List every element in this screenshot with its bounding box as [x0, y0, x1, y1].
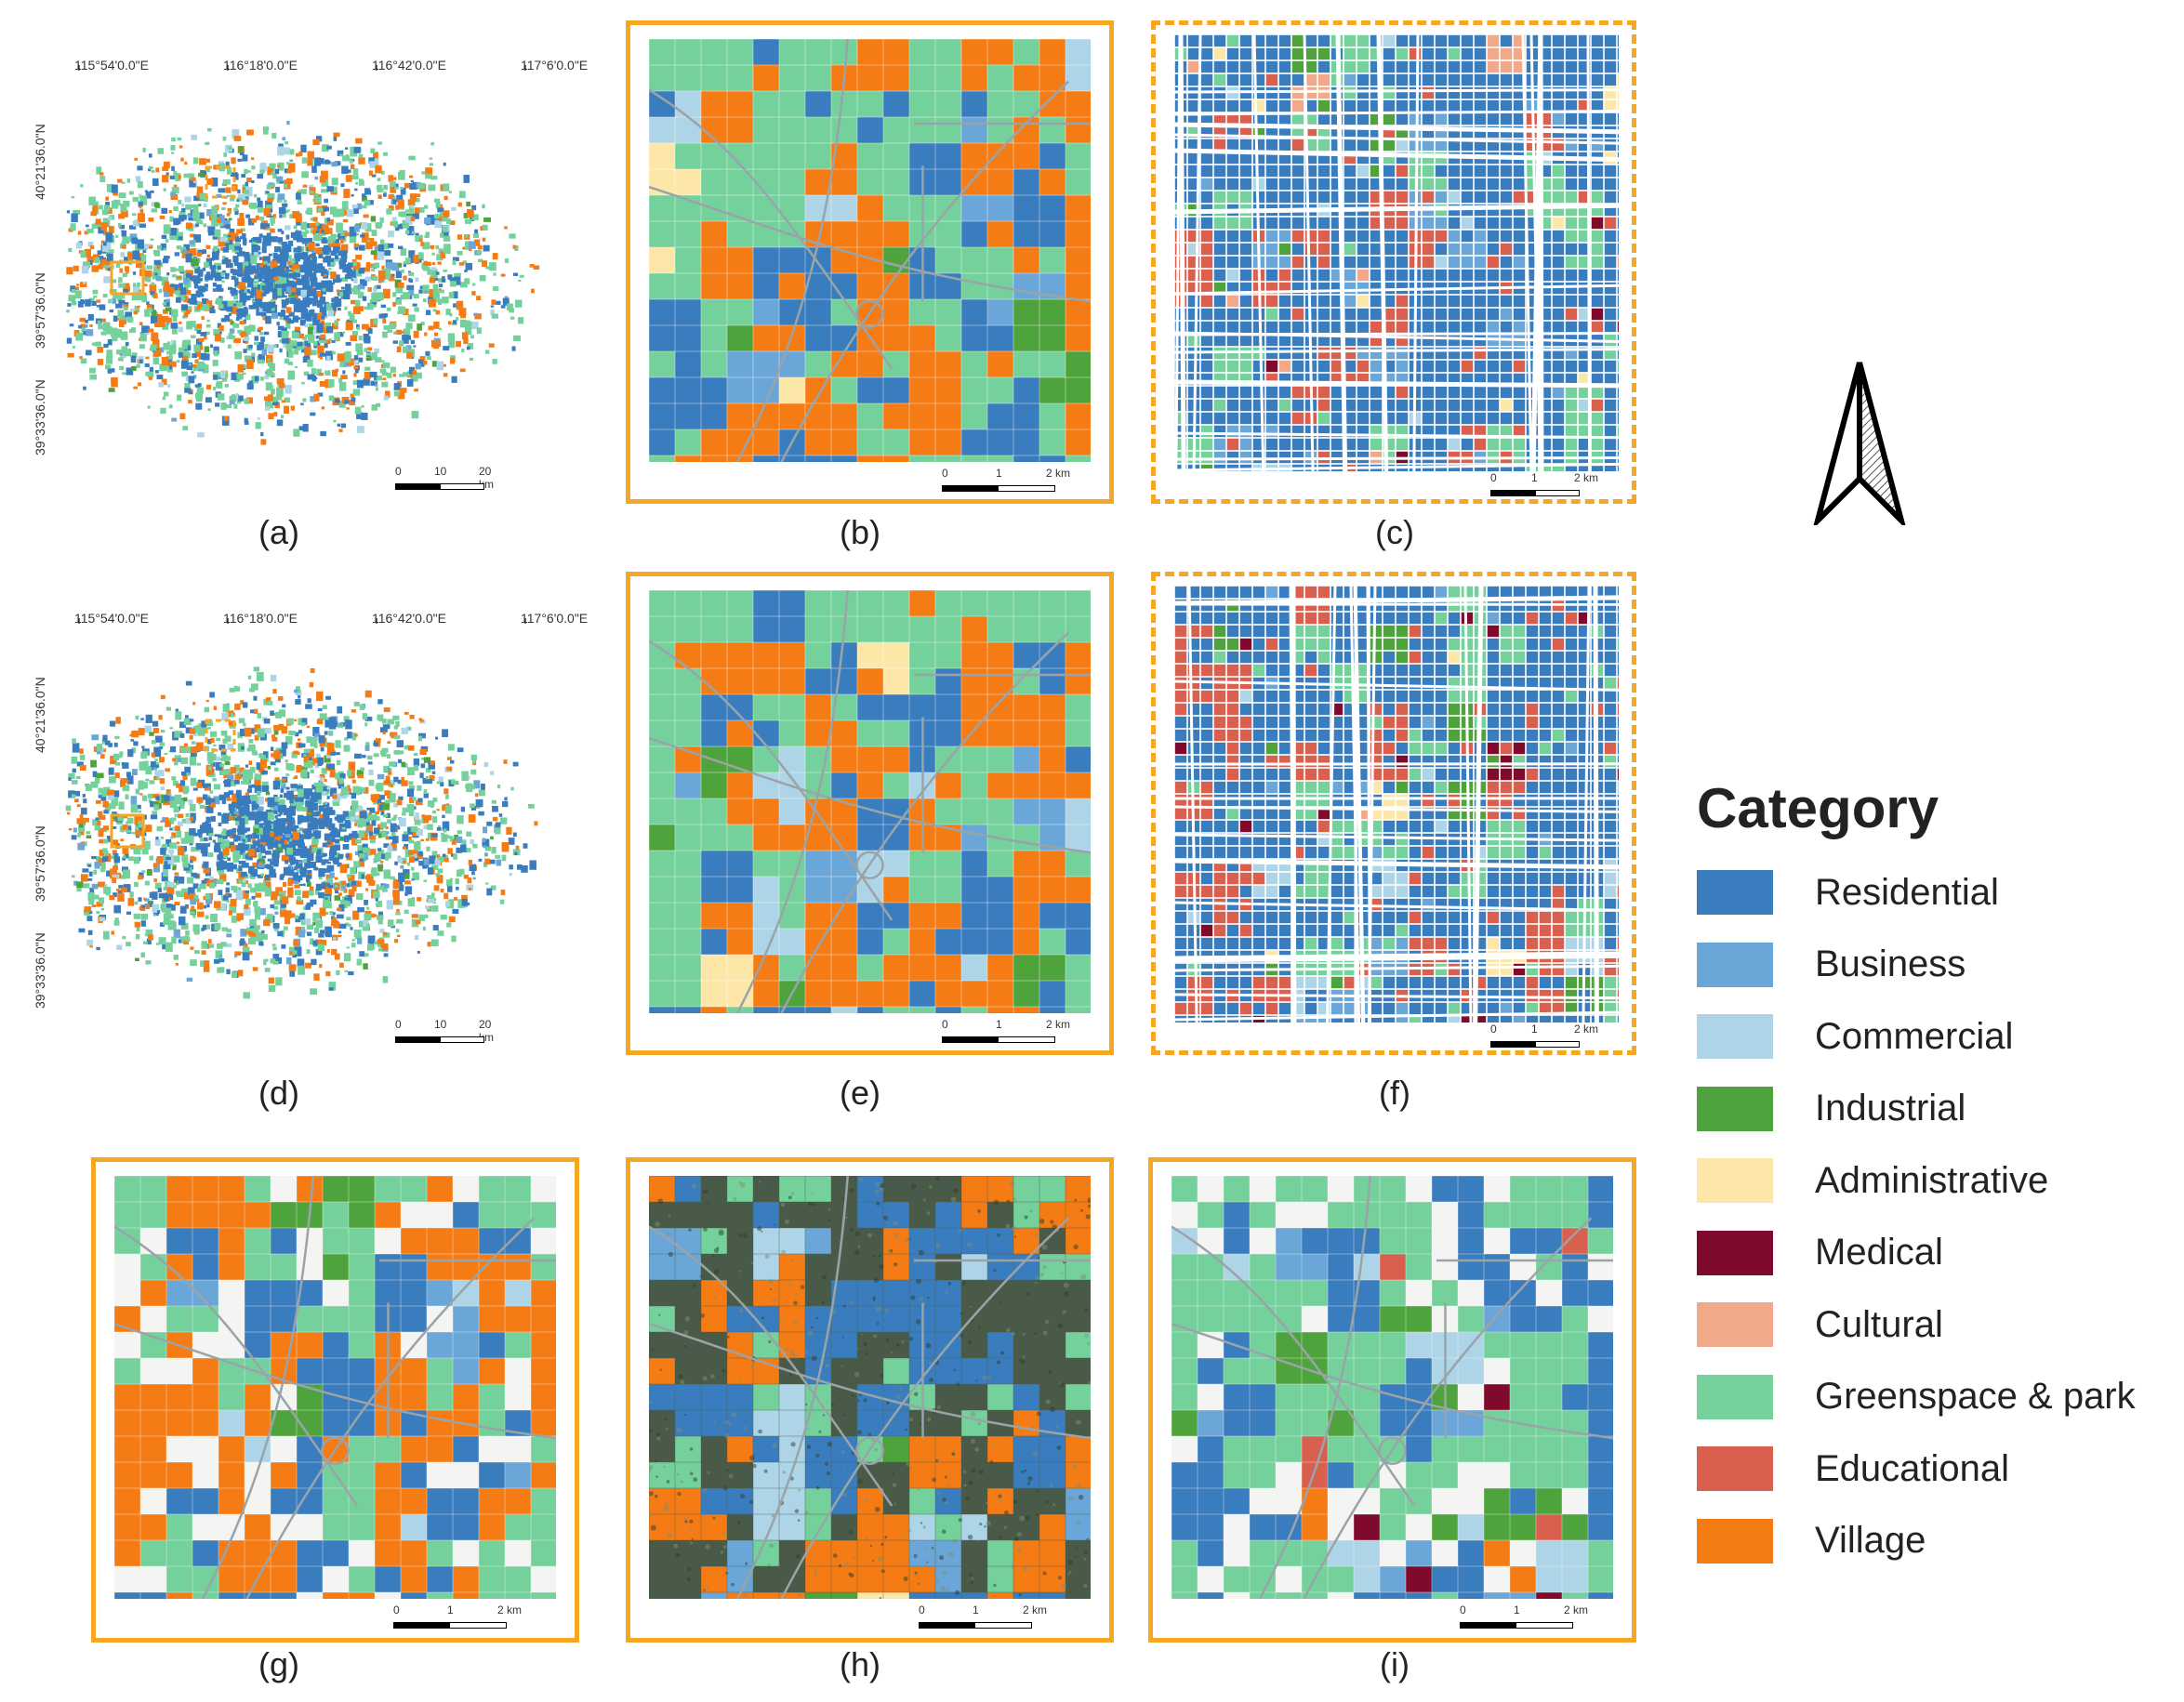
panel-caption: (e) [840, 1074, 880, 1112]
legend-label: Village [1815, 1520, 1926, 1561]
scale-bar: 0 1 2 km [1460, 1603, 1590, 1641]
panel-d: 115°54'0.0"E 116°18'0.0"E 116°42'0.0"E 1… [28, 590, 623, 1064]
scale-bar: 0 1 2 km [919, 1603, 1049, 1641]
legend-label: Business [1815, 943, 1966, 984]
lat-label: 39°57'36.0"N [33, 825, 47, 902]
legend-swatch [1697, 942, 1773, 987]
legend-label: Residential [1815, 871, 1999, 913]
scale-bar: 0 1 2 km [1490, 1023, 1611, 1060]
overview-map-a [66, 65, 540, 445]
lat-label: 40°21'36.0"N [33, 677, 47, 753]
lon-label: 115°54'0.0"E [74, 58, 149, 73]
legend-swatch [1697, 870, 1773, 915]
panel-b: 0 1 2 km [626, 20, 1114, 504]
legend-item: Industrial [1697, 1086, 1966, 1132]
legend-swatch [1697, 1014, 1773, 1059]
lon-label: 117°6'0.0"E [521, 611, 589, 626]
legend-swatch [1697, 1158, 1773, 1203]
legend-title: Category [1697, 777, 1939, 839]
lon-label: 115°54'0.0"E [74, 611, 149, 626]
zoom-map-b [649, 39, 1091, 462]
legend-swatch [1697, 1086, 1773, 1131]
overview-map-d [65, 618, 538, 999]
legend-swatch [1697, 1230, 1773, 1275]
legend-item: Village [1697, 1518, 1926, 1564]
legend-item: Cultural [1697, 1301, 1943, 1348]
lat-label: 39°57'36.0"N [33, 272, 47, 349]
legend-item: Administrative [1697, 1157, 2048, 1204]
lon-label: 116°18'0.0"E [223, 58, 298, 73]
panel-caption: (b) [840, 513, 880, 551]
legend-label: Administrative [1815, 1159, 2049, 1201]
lon-label: 116°18'0.0"E [223, 611, 298, 626]
lat-label: 39°33'36.0"N [33, 932, 47, 1009]
lon-label: 116°42'0.0"E [372, 611, 446, 626]
zoom-map-c [1174, 34, 1619, 471]
legend-label: Industrial [1815, 1088, 1966, 1128]
legend-item: Residential [1697, 869, 1999, 916]
panel-h: 0 1 2 km [626, 1157, 1114, 1643]
legend-item: Greenspace & park [1697, 1374, 2136, 1420]
scale-bar: 0 1 2 km [393, 1603, 523, 1641]
panel-caption: (i) [1380, 1645, 1410, 1683]
legend-label: Commercial [1815, 1015, 2014, 1057]
panel-caption: (h) [840, 1645, 880, 1683]
lon-label: 116°42'0.0"E [372, 58, 446, 73]
zoom-map-g [114, 1176, 556, 1599]
panel-caption: (d) [258, 1074, 299, 1112]
scale-bar: 0 10 20 km [395, 465, 494, 491]
legend-label: Cultural [1815, 1303, 1943, 1345]
lon-label: 117°6'0.0"E [521, 58, 589, 73]
scale-bar: 0 1 2 km [1490, 471, 1611, 508]
legend-swatch [1697, 1302, 1773, 1347]
legend-label: Educational [1815, 1447, 2010, 1489]
panel-caption: (g) [258, 1645, 299, 1683]
panel-caption: (f) [1379, 1074, 1410, 1112]
panel-caption: (c) [1375, 513, 1414, 551]
north-arrow-icon [1813, 362, 1906, 525]
legend-item: Educational [1697, 1445, 2009, 1492]
panel-c: 0 1 2 km [1151, 20, 1636, 504]
legend-label: Greenspace & park [1815, 1376, 2136, 1417]
legend-swatch [1697, 1374, 1773, 1419]
scale-bar: 0 1 2 km [942, 1018, 1072, 1055]
panel-g: 0 1 2 km [91, 1157, 579, 1643]
panel-f: 0 1 2 km [1151, 572, 1636, 1055]
zoom-map-f [1174, 586, 1619, 1023]
lat-label: 40°21'36.0"N [33, 124, 47, 200]
scale-bar: 0 10 20 km [395, 1018, 494, 1044]
legend-label: Medical [1815, 1232, 1943, 1273]
legend-swatch [1697, 1446, 1773, 1491]
panel-caption: (a) [258, 513, 299, 551]
legend-item: Medical [1697, 1230, 1943, 1276]
zoom-map-i [1171, 1176, 1613, 1599]
legend-item: Commercial [1697, 1013, 2013, 1060]
panel-i: 0 1 2 km [1148, 1157, 1636, 1643]
panel-a: 115°54'0.0"E 116°18'0.0"E 116°42'0.0"E 1… [28, 37, 623, 511]
zoom-map-e [649, 590, 1091, 1013]
legend-item: Business [1697, 942, 1966, 988]
panel-e: 0 1 2 km [626, 572, 1114, 1055]
legend-swatch [1697, 1518, 1773, 1563]
zoom-map-h [649, 1176, 1091, 1599]
lat-label: 39°33'36.0"N [33, 379, 47, 455]
scale-bar: 0 1 2 km [942, 467, 1072, 504]
